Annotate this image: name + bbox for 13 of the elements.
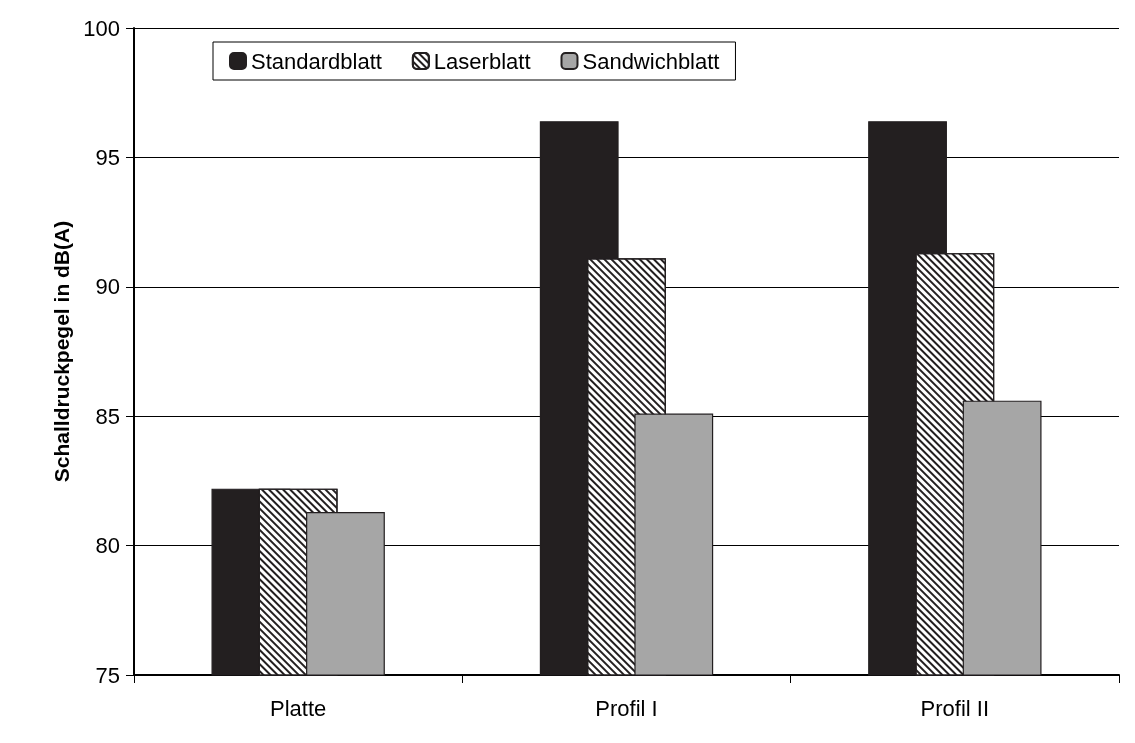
y-tick-label: 85 — [95, 403, 120, 429]
legend-label: Sandwichblatt — [582, 48, 720, 74]
x-tick-label: Profil II — [920, 695, 990, 721]
y-axis-title: Schalldruckpegel in dB(A) — [50, 220, 73, 483]
x-tick-label: Platte — [270, 695, 327, 721]
y-tick-label: 95 — [95, 144, 120, 170]
y-tick-label: 80 — [95, 533, 120, 559]
x-tick-label: Profil I — [595, 695, 658, 721]
y-tick-label: 90 — [95, 274, 120, 300]
y-tick-label: 75 — [95, 662, 120, 688]
legend-label: Standardblatt — [251, 48, 382, 74]
y-tick-label: 100 — [83, 15, 120, 41]
legend-label: Laserblatt — [433, 48, 531, 74]
